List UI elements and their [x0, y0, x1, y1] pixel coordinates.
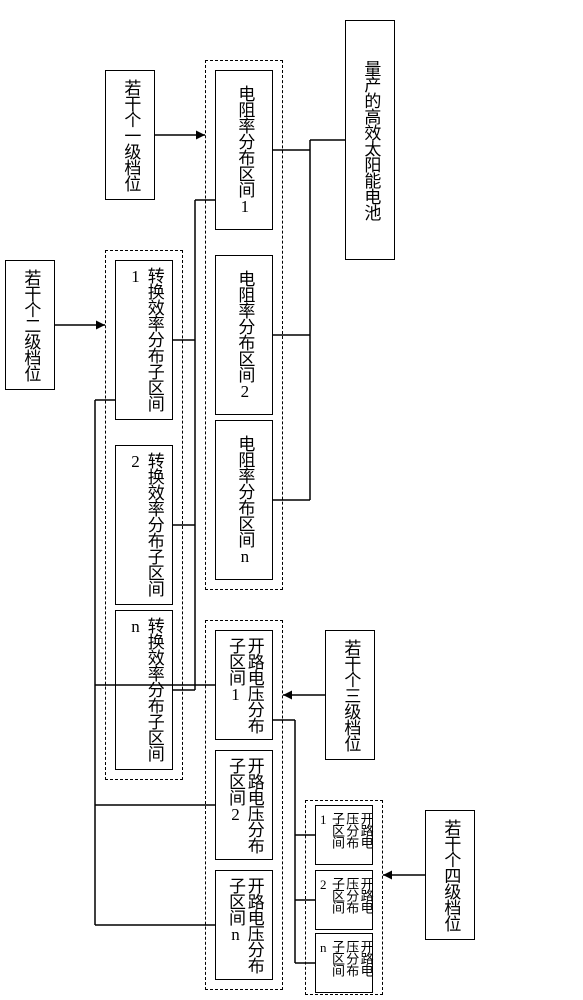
level4-label: 若干个四级档位	[425, 810, 475, 940]
level1-item-3: 电阻率分布区间n	[215, 420, 273, 580]
level1-item-2: 电阻率分布区间2	[215, 255, 273, 415]
level3-item-3: 开路电压分布子区间n	[215, 870, 273, 980]
level1-item-1: 电阻率分布区间1	[215, 70, 273, 230]
top-box: 量产的高效太阳能电池	[345, 20, 395, 260]
level4-item-3: 开路电压分布子区间n	[315, 933, 373, 993]
level2-item-3: 转换效率分布子区间n	[115, 610, 173, 770]
level3-item-2: 开路电压分布子区间2	[215, 750, 273, 860]
level3-item-1: 开路电压分布子区间1	[215, 630, 273, 740]
connector-lines	[0, 0, 583, 1000]
level2-item-2: 转换效率分布子区间2	[115, 445, 173, 605]
level4-item-2: 开路电压分布子区间2	[315, 870, 373, 930]
level2-label: 若干个二级档位	[5, 260, 55, 390]
level4-item-1: 开路电压分布子区间1	[315, 805, 373, 865]
level1-label: 若干个一级档位	[105, 70, 155, 200]
level2-item-1: 转换效率分布子区间1	[115, 260, 173, 420]
level3-label: 若干个三级档位	[325, 630, 375, 760]
